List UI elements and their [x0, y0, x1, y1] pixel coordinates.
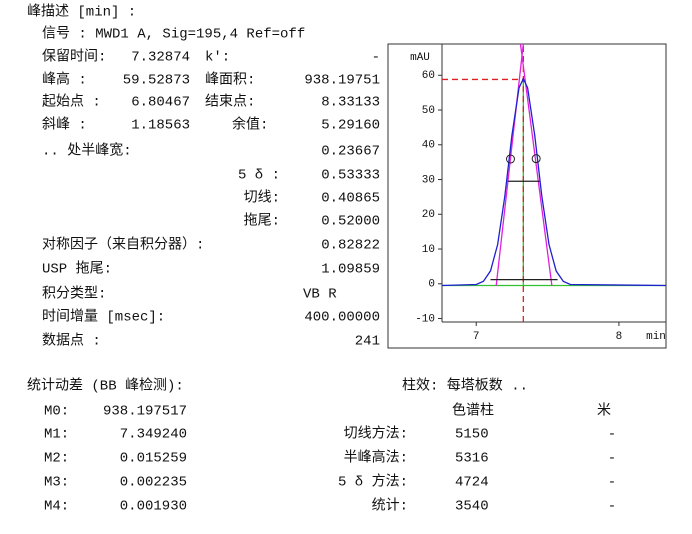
moment-value: 0.002235 [120, 475, 187, 491]
field-value: 0.52000 [321, 214, 380, 230]
report-title: 峰描述 [min] : [27, 4, 136, 21]
field-value: 5.29160 [321, 118, 380, 134]
inflection-marker [531, 154, 541, 164]
y-tick-label: 60 [422, 70, 435, 82]
field-value: 241 [355, 334, 380, 350]
y-tick-label: 40 [422, 140, 435, 152]
method-label: 5 δ 方法: [338, 474, 408, 491]
column-length: - [608, 475, 616, 491]
trace-line [441, 77, 667, 287]
plate-count: 5150 [455, 427, 489, 443]
inflection-marker [505, 154, 515, 164]
field-label: 拖尾: [244, 213, 280, 230]
field-value: 59.52873 [123, 73, 190, 89]
column-length: - [608, 499, 616, 515]
field-label: k': [205, 50, 230, 66]
field-label: 余值: [232, 116, 268, 134]
method-label: 切线方法: [344, 426, 408, 443]
field-label: 峰面积: [205, 72, 255, 89]
x-tick-label: 8 [616, 331, 623, 343]
y-tick-label: 10 [422, 244, 435, 256]
field-label: 数据点 : [42, 333, 101, 350]
method-label: 半峰高法: [344, 449, 408, 467]
y-tick-label: -10 [415, 313, 435, 325]
x-axis-label: min [646, 331, 666, 343]
field-value: 8.33133 [321, 95, 380, 111]
column-length: - [608, 451, 616, 467]
field-label: 对称因子（来自积分器）: [42, 237, 204, 254]
field-label: 起始点 : [42, 94, 101, 111]
moment-value: 938.197517 [103, 404, 187, 420]
field-value: 1.09859 [321, 262, 380, 278]
field-value: 7.32874 [131, 50, 190, 66]
y-tick-label: 20 [422, 209, 435, 221]
field-value: - [372, 50, 380, 66]
section-title: 统计动差 (BB 峰检测): [27, 378, 184, 395]
moment-label: M3: [44, 475, 69, 491]
field-label: 切线: [244, 190, 280, 207]
x-tick-label: 7 [473, 331, 480, 343]
signal-info: 信号 : MWD1 A, Sig=195,4 Ref=off [42, 26, 305, 43]
moment-value: 0.015259 [120, 451, 187, 467]
field-label: 5 δ : [238, 168, 280, 184]
method-label: 统计: [372, 498, 408, 515]
field-value: 938.19751 [304, 73, 380, 89]
moment-value: 7.349240 [120, 427, 187, 443]
field-value: 0.40865 [321, 191, 380, 207]
plate-count: 5316 [455, 451, 489, 467]
plate-count: 4724 [455, 475, 489, 491]
column-header: 米 [597, 403, 611, 420]
field-label: 峰高 : [42, 71, 87, 89]
trace-line [495, 43, 524, 286]
field-label: 结束点: [205, 94, 255, 111]
field-value: 400.00000 [304, 310, 380, 326]
moment-label: M4: [44, 499, 69, 515]
moment-label: M1: [44, 427, 69, 443]
section-title: 柱效: 每塔板数 .. [402, 378, 528, 395]
field-label: USP 拖尾: [42, 261, 112, 278]
column-header: 色谱柱 [452, 402, 494, 420]
field-label: 积分类型: [42, 286, 106, 303]
field-value: 0.82822 [321, 238, 380, 254]
plate-count: 3540 [455, 499, 489, 515]
column-length: - [608, 427, 616, 443]
y-tick-label: 50 [422, 105, 435, 117]
field-label: 时间增量 [msec]: [42, 309, 165, 326]
y-tick-label: 0 [428, 279, 435, 291]
moment-label: M0: [44, 404, 69, 420]
y-axis-label: mAU [410, 52, 430, 64]
y-tick-label: 30 [422, 174, 435, 186]
chart-frame [387, 43, 667, 349]
field-label: 斜峰 : [42, 117, 87, 134]
field-label: .. 处半峰宽: [42, 142, 132, 160]
trace-line [519, 43, 553, 286]
field-value: 1.18563 [131, 118, 190, 134]
moment-value: 0.001930 [120, 499, 187, 515]
field-value: 0.53333 [321, 168, 380, 184]
field-value: 0.23667 [321, 144, 380, 160]
field-value: 6.80467 [131, 95, 190, 111]
field-label: 保留时间: [42, 49, 106, 66]
field-value: VB R [303, 287, 337, 303]
moment-label: M2: [44, 451, 69, 467]
